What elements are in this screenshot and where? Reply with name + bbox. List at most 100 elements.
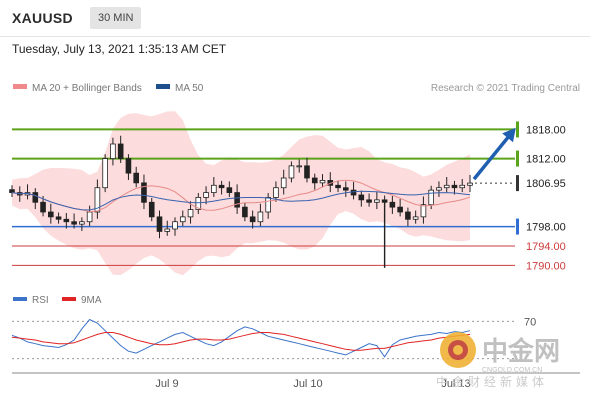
candle-body — [304, 165, 310, 179]
candle-body — [319, 180, 326, 184]
ma20-line — [11, 179, 471, 213]
candle-body — [459, 184, 466, 189]
price-pane: 1818.00 1812.00 1806.95 1798.00 1794.00 1790.… — [9, 111, 572, 276]
x-tick-label: Jul 10 — [293, 378, 322, 390]
bollinger-band — [12, 111, 470, 276]
candle-body — [366, 199, 372, 203]
candle-body — [420, 204, 427, 218]
candle-body — [428, 189, 434, 206]
candle-body — [234, 192, 240, 208]
candle-body — [335, 184, 341, 189]
candle-body — [63, 218, 70, 223]
candle-body — [374, 199, 380, 203]
ma20-legend-label: MA 20 + Bollinger Bands — [32, 83, 142, 94]
level-label-box — [516, 150, 572, 167]
level-label-marker — [516, 175, 519, 192]
level-label-marker — [516, 121, 519, 138]
candle-body — [9, 189, 15, 193]
candle-body — [311, 177, 318, 184]
rsi-legend-label: RSI — [32, 295, 49, 306]
watermark-url: CNGOLD.COM.CN — [482, 367, 542, 374]
watermark-tagline: 中金财经新媒体 — [436, 374, 548, 389]
watermark-logo: 中金网 CNGOLD.COM.CN 中金财经新媒体 — [436, 332, 560, 389]
timeframe-button[interactable]: 30 MIN — [90, 7, 142, 29]
rsi-legend-swatch — [13, 297, 27, 301]
candle-body — [397, 206, 403, 213]
candle-body — [273, 187, 279, 198]
candle-body — [79, 221, 85, 225]
candle-body — [288, 165, 295, 179]
forecast-arrowhead — [502, 127, 516, 143]
level-label: 1794.00 — [526, 241, 566, 253]
logo-emblem-center — [453, 345, 463, 355]
level-label-box — [516, 121, 572, 138]
ma50-legend-label: MA 50 — [175, 83, 204, 94]
candle-body — [48, 211, 54, 218]
candle-body — [86, 211, 93, 223]
candle-body — [102, 158, 108, 189]
candle-body — [242, 206, 248, 218]
chart-header: XAUUSD 30 MIN — [0, 0, 590, 37]
rsi-legend: RSI 9MA — [13, 295, 102, 306]
level-label-box — [516, 218, 572, 235]
candle-body — [179, 216, 186, 223]
candle-body — [71, 221, 77, 225]
time-axis: Jul 9 Jul 10 Jul 13 — [12, 372, 580, 390]
9ma-legend-label: 9MA — [81, 295, 102, 306]
level-label-marker — [516, 150, 519, 167]
level-label: 1812.00 — [526, 154, 566, 166]
candle-body — [148, 201, 155, 218]
candle-body — [451, 184, 458, 189]
candle-body — [117, 143, 124, 159]
candle-body — [436, 187, 442, 191]
symbol-label: XAUUSD — [12, 10, 73, 26]
candle-body — [226, 187, 233, 193]
timestamp: Tuesday, July 13, 2021 1:35:13 AM CET — [12, 42, 227, 56]
level-label-marker — [516, 218, 519, 235]
candle-body — [412, 216, 419, 220]
forecast-arrow — [472, 131, 514, 181]
candle-body — [187, 209, 194, 218]
candle-body — [133, 172, 140, 184]
candle-body — [405, 211, 411, 220]
level-label: 1806.95 — [526, 178, 566, 190]
candle-body — [350, 189, 357, 196]
candle-body — [125, 158, 132, 174]
candle-body — [280, 177, 287, 189]
candle-body — [389, 201, 396, 208]
level-label-box — [516, 175, 572, 192]
candle-body — [164, 228, 171, 232]
watermark-brand: 中金网 — [482, 336, 560, 366]
price-legend: MA 20 + Bollinger Bands MA 50 Research ©… — [13, 83, 580, 94]
level-label: 1798.00 — [526, 222, 566, 234]
candle-body — [381, 199, 388, 203]
candle-body — [296, 165, 303, 168]
candle-body — [110, 143, 116, 159]
candle-body — [55, 216, 62, 220]
rsi-9ma-line — [11, 332, 471, 351]
candle-body — [467, 182, 473, 186]
candle-body — [211, 184, 217, 193]
9ma-legend-swatch — [62, 297, 76, 301]
candle-body — [249, 216, 256, 223]
ma20-legend-swatch — [13, 84, 27, 89]
candle-body — [172, 221, 178, 230]
level-label: 1818.00 — [526, 124, 566, 136]
x-tick-label: Jul 13 — [441, 378, 470, 390]
candle-body — [141, 182, 147, 203]
candle-body — [32, 192, 39, 203]
research-credit: Research © 2021 Trading Central — [431, 83, 580, 94]
ma50-legend-swatch — [156, 84, 170, 89]
ma50-line — [11, 190, 471, 211]
candle-body — [358, 194, 365, 201]
candle-body — [203, 192, 209, 198]
candle-body — [257, 211, 264, 223]
candle-body — [443, 184, 450, 189]
candle-body — [265, 197, 271, 213]
x-tick-label: Jul 9 — [155, 378, 178, 390]
rsi-line — [11, 318, 471, 358]
candle-body — [195, 197, 202, 210]
candle-body — [94, 187, 101, 213]
